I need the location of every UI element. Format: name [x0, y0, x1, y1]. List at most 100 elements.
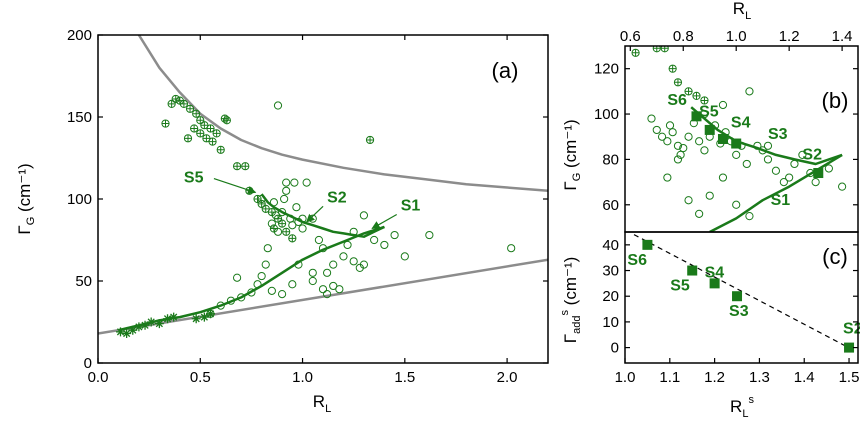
panel-b-xtop-tick-label: 1.4: [832, 28, 853, 45]
circle-marker: [359, 260, 369, 269]
circle-marker: [271, 211, 281, 220]
circle-marker: [673, 155, 683, 164]
upper-bound-curve: [137, 35, 548, 193]
crosshair-marker-cross: [180, 100, 188, 108]
circle-marker: [261, 260, 270, 269]
crosshair-marker: [216, 145, 225, 154]
star-marker: [140, 320, 150, 330]
crosshair-marker: [185, 104, 195, 113]
circle-marker: [824, 164, 833, 173]
circle-marker: [302, 178, 311, 187]
circle-marker: [657, 132, 667, 141]
panel-b-y-tick-label: 100: [594, 106, 619, 123]
circle-marker: [684, 132, 693, 141]
crosshair-marker: [257, 199, 266, 209]
crosshair-marker: [660, 46, 669, 53]
panel-b-xlabel: RL: [733, 0, 751, 22]
point-label-s3: S3: [729, 303, 749, 320]
crosshair-marker-cross: [288, 234, 296, 242]
circle-marker: [673, 141, 683, 150]
crosshair-marker: [700, 96, 709, 105]
crosshair-marker: [212, 129, 221, 138]
square-marker: [642, 239, 653, 250]
crosshair-marker-cross: [262, 205, 270, 213]
circle-marker: [732, 150, 741, 159]
square-marker: [844, 342, 855, 353]
circle-marker: [695, 137, 704, 146]
crosshair-marker-cross: [208, 138, 217, 146]
crosshair-marker-cross: [366, 136, 374, 144]
crosshair-marker: [196, 129, 205, 138]
panel-a-y-tick-label: 0: [84, 355, 92, 372]
panel-c-xlabel-symbol: R: [730, 397, 742, 416]
crosshair-marker: [196, 116, 205, 125]
crosshair-marker-cross: [631, 49, 640, 57]
panel-a-ylabel-sub: G: [25, 217, 37, 226]
circle-marker: [329, 281, 338, 291]
crosshair-marker: [200, 121, 209, 130]
panel-c-x-tick-label: 1.4: [794, 369, 815, 386]
circle-marker: [425, 230, 434, 240]
crosshair-marker: [167, 99, 176, 108]
panel-c-y-tick-label: 30: [602, 263, 619, 280]
panel-c-ylabel-sup: s: [559, 310, 571, 316]
circle-marker: [282, 178, 291, 187]
star-marker: [154, 319, 164, 329]
crosshair-marker-cross: [692, 92, 701, 100]
circle-marker: [665, 121, 675, 130]
series-label-s1: S1: [771, 192, 791, 209]
crosshair-marker-cross: [200, 121, 208, 129]
circle-marker: [298, 224, 307, 233]
crosshair-marker: [288, 234, 297, 243]
circle-marker: [676, 150, 685, 159]
panel-a-y-tick-label: 150: [67, 109, 92, 126]
circle-marker: [349, 257, 358, 266]
series-label-s5: S5: [184, 170, 204, 187]
panel-a-ylabel: ΓG (cm⁻¹): [15, 163, 37, 234]
star-marker: [199, 312, 209, 322]
panel-b-xtop-tick-label: 0.6: [620, 28, 641, 45]
square-marker: [691, 111, 702, 122]
circle-marker: [668, 128, 677, 137]
crosshair-marker-cross: [661, 46, 669, 52]
circle-marker: [811, 177, 820, 187]
series-s2-curve: [260, 193, 385, 238]
circle-marker: [785, 173, 794, 182]
point-label-s6: S6: [627, 252, 647, 269]
circle-marker: [267, 219, 276, 228]
crosshair-marker: [668, 64, 677, 73]
circle-marker: [763, 141, 773, 150]
circle-marker: [322, 268, 332, 277]
circle-marker: [684, 196, 693, 205]
crosshair-marker: [684, 87, 693, 96]
circle-marker: [277, 208, 287, 217]
star-marker: [134, 322, 144, 332]
circle-marker: [263, 244, 272, 253]
circle-marker: [771, 166, 781, 175]
panel-b-xlabel-symbol: R: [733, 0, 745, 18]
crosshair-marker-cross: [282, 228, 290, 236]
panel-c-y-tick-label: 40: [602, 237, 619, 254]
point-label-s5: S5: [670, 278, 690, 295]
panel-b-xtop-tick-label: 0.8: [673, 28, 694, 45]
circle-marker: [705, 191, 714, 200]
circle-marker: [647, 114, 656, 123]
panel-c-tag: (c): [822, 244, 848, 269]
crosshair-marker-cross: [184, 134, 192, 142]
circle-marker: [290, 178, 299, 187]
crosshair-marker-cross: [213, 129, 221, 137]
panel-c-xlabel: RLs: [730, 394, 754, 420]
series-label-arrow: [371, 213, 398, 230]
panel-b-ylabel: ΓG (cm⁻¹): [561, 119, 583, 190]
panel-a-x-tick-label: 2.0: [497, 369, 518, 386]
circle-marker: [400, 252, 409, 261]
crosshair-marker: [652, 46, 661, 53]
panel-b-tag: (b): [822, 88, 849, 113]
square-marker: [813, 168, 824, 179]
series-label-s1: S1: [401, 197, 421, 214]
circle-marker: [343, 240, 352, 250]
circle-marker: [790, 159, 799, 169]
panel-a-xlabel: RL: [313, 392, 331, 415]
circle-marker: [370, 235, 379, 245]
crosshair-marker-cross: [190, 124, 198, 133]
